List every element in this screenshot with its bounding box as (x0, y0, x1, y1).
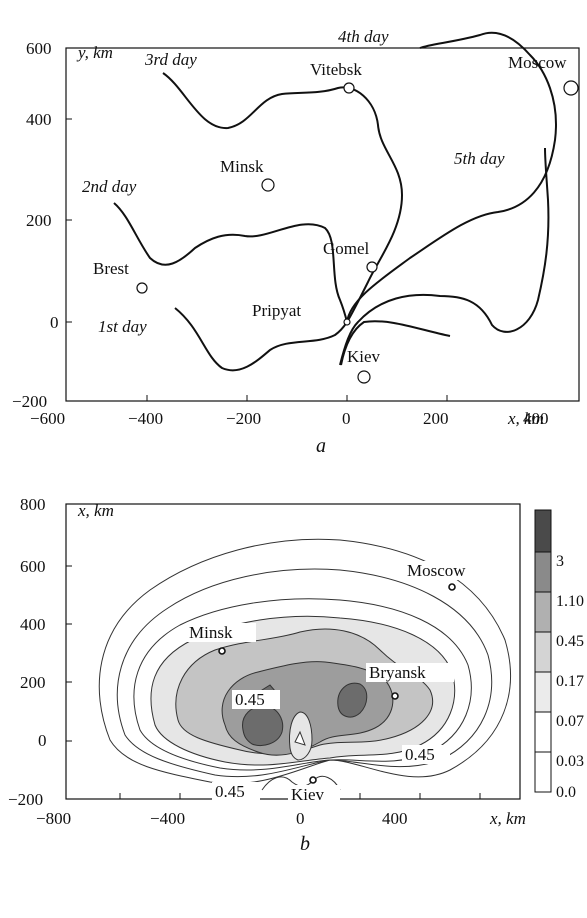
contour-level-3-west (242, 705, 284, 746)
front-5th-day-tail (340, 320, 451, 366)
legend-swatch-top (534, 509, 552, 553)
panel-a-ytick-200: 200 (26, 211, 52, 230)
panel-b-ytick-200: 200 (20, 673, 46, 692)
legend-label-0.07: 0.07 (556, 713, 584, 730)
city-label-kiev: Kiev (347, 347, 381, 366)
legend-label-0.17: 0.17 (556, 673, 584, 690)
legend: 3 1.10 0.45 0.17 0.07 0.03 0.0 (534, 509, 584, 801)
panel-b-y-ticks (66, 503, 72, 800)
panel-b-ytick-400: 400 (20, 615, 46, 634)
panel-b-xlabel: x, km (489, 809, 526, 828)
contour-core-inner (294, 730, 306, 746)
panel-a-caption: a (316, 435, 326, 457)
legend-swatch-3 (534, 551, 552, 593)
legend-swatch-0.03 (534, 751, 552, 793)
city-label-moscow: Moscow (508, 53, 567, 72)
panel-b-ylabel: x, km (77, 501, 114, 520)
panel-a-ytick-400: 400 (26, 110, 52, 129)
city-label-moscow-b: Moscow (407, 561, 466, 580)
legend-label-3: 3 (556, 553, 564, 570)
panel-b-xtick-neg400: −400 (150, 809, 185, 828)
panel-b-xtick-0: 0 (296, 809, 305, 828)
city-label-vitebsk: Vitebsk (310, 60, 362, 79)
city-label-minsk: Minsk (220, 157, 264, 176)
panel-a-fronts (113, 31, 557, 372)
panel-a-ylabel: y, km (76, 43, 113, 62)
city-marker-minsk (261, 178, 275, 192)
panel-b-ytick-600: 600 (20, 557, 46, 576)
city-label-gomel: Gomel (323, 239, 370, 258)
front-label-5th-day: 5th day (454, 149, 505, 168)
front-label-1st-day: 1st day (98, 317, 147, 336)
city-marker-moscow (563, 80, 579, 96)
front-2nd-day (113, 202, 348, 323)
panel-a-ytick-neg200: −200 (12, 392, 47, 411)
contour-level-3-east (337, 682, 368, 718)
city-label-pripyat: Pripyat (252, 301, 301, 320)
contour-label-045-bottom: 0.45 (215, 782, 245, 801)
panel-b-ytick-800: 800 (20, 495, 46, 514)
city-marker-kiev-b (309, 776, 317, 784)
city-marker-bryansk-b (391, 692, 399, 700)
panel-a-xtick-neg600: −600 (30, 409, 65, 428)
panel-a-xtick-neg400: −400 (128, 409, 163, 428)
panel-b-xtick-400: 400 (382, 809, 408, 828)
front-4th-day (346, 31, 557, 323)
front-1st-day (174, 307, 348, 372)
panel-b-label-backgrounds (186, 561, 490, 804)
panel-a-ytick-0: 0 (50, 313, 59, 332)
front-5th-day (339, 147, 550, 366)
legend-swatch-0.17 (534, 671, 552, 713)
panel-a: 600 400 200 0 −200 −600 −400 −200 0 200 … (12, 27, 580, 457)
contour-label-045-right: 0.45 (405, 745, 435, 764)
panel-a-xlabel: x, km (507, 409, 544, 428)
panel-a-xtick-neg200: −200 (226, 409, 261, 428)
city-marker-brest (136, 282, 148, 294)
city-label-bryansk-b: Bryansk (369, 663, 426, 682)
legend-label-1.10: 1.10 (556, 593, 584, 610)
panel-b: 800 600 400 200 0 −200 −800 −400 0 400 x… (8, 495, 584, 855)
panel-a-xtick-400: 400 (523, 409, 549, 428)
panel-a-frame (65, 47, 580, 402)
panel-a-xtick-200: 200 (423, 409, 449, 428)
legend-label-0.0: 0.0 (556, 784, 576, 801)
panel-b-ytick-0: 0 (38, 731, 47, 750)
panel-a-ytick-600: 600 (26, 39, 52, 58)
panel-a-xtick-0: 0 (342, 409, 351, 428)
city-label-kiev-b: Kiev (291, 785, 325, 804)
front-label-2nd-day: 2nd day (82, 177, 137, 196)
contour-label-045-top: 0.45 (235, 690, 265, 709)
legend-label-0.03: 0.03 (556, 753, 584, 770)
panel-a-cities (136, 80, 579, 384)
front-label-3rd-day: 3rd day (144, 50, 197, 69)
city-label-brest: Brest (93, 259, 129, 278)
panel-a-x-ticks (146, 395, 448, 401)
city-marker-gomel (366, 261, 378, 273)
panel-a-y-ticks (66, 47, 72, 402)
panel-b-xtick-neg800: −800 (36, 809, 71, 828)
legend-swatch-0.45 (534, 631, 552, 673)
city-marker-pripyat (343, 318, 351, 326)
city-marker-moscow-b (448, 583, 456, 591)
panel-b-caption: b (300, 833, 310, 855)
panel-b-ytick-neg200: −200 (8, 790, 43, 809)
city-marker-minsk-b (218, 647, 226, 655)
city-label-minsk-b: Minsk (189, 623, 233, 642)
front-3rd-day (162, 72, 404, 323)
city-marker-vitebsk (343, 82, 355, 94)
panel-b-cities (218, 583, 456, 784)
front-label-4th-day: 4th day (338, 27, 389, 46)
legend-label-0.45: 0.45 (556, 633, 584, 650)
legend-swatch-0.07 (534, 711, 552, 753)
legend-swatch-1.10 (534, 591, 552, 633)
city-marker-kiev (357, 370, 371, 384)
